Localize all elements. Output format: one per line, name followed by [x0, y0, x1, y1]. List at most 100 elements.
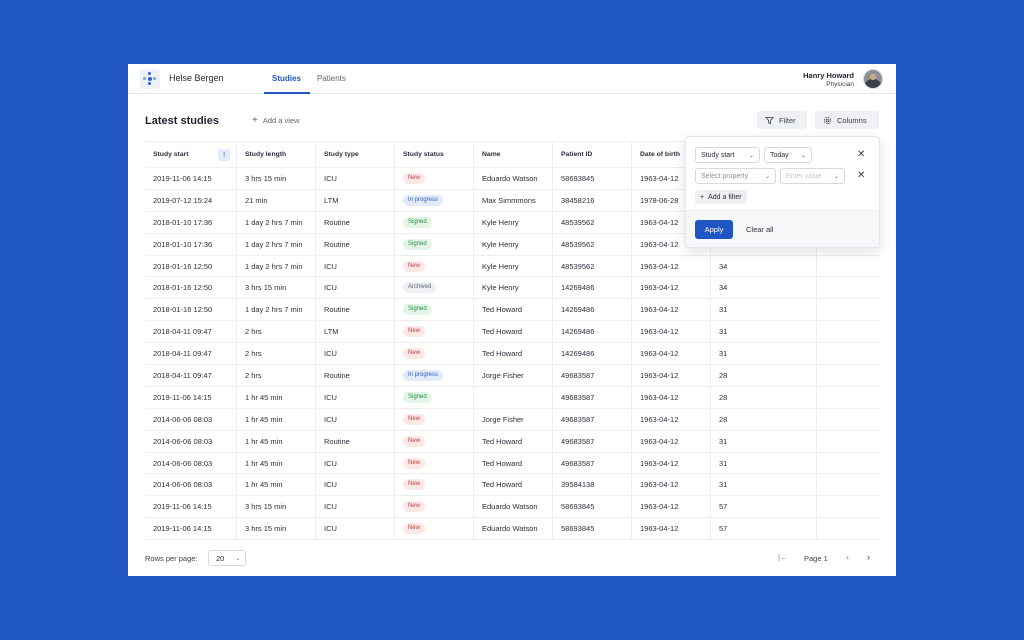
status-badge: Archived: [403, 282, 437, 294]
remove-filter-icon-2[interactable]: ✕: [857, 170, 866, 181]
add-view-button[interactable]: + Add a view: [252, 115, 300, 125]
columns-button[interactable]: Columns: [815, 111, 879, 129]
tab-studies[interactable]: Studies: [272, 74, 301, 83]
cell-patient-id: 14269486: [553, 321, 632, 343]
cell-col-8: 57: [711, 518, 817, 540]
cell-study-status: New: [395, 255, 474, 277]
columns-label: Columns: [837, 115, 867, 125]
table-row[interactable]: 2018-01-16 12:50 3 hrs 15 min ICU Archived K…: [145, 277, 880, 300]
sort-ascending-icon[interactable]: ↑: [218, 148, 230, 161]
column-header-patient-id[interactable]: Patient ID: [553, 142, 632, 167]
cell-study-status: Signed: [395, 386, 474, 408]
chevron-down-icon: ⌄: [748, 152, 754, 159]
cell-col-8: 34: [711, 255, 817, 277]
table-row[interactable]: 2019-11-06 14:15 3 hrs 15 min ICU New Eduard…: [145, 518, 880, 541]
table-row[interactable]: 2018-04-11 09:47 2 hrs Routine In progress J…: [145, 365, 880, 387]
cell-col-8: 31: [711, 343, 817, 365]
cell-study-start: 2018-01-16 12:50: [145, 277, 237, 299]
cell-name: Ted Howard: [474, 321, 553, 343]
column-header-study-type[interactable]: Study type: [316, 142, 395, 167]
cell-study-length: 1 hr 45 min: [237, 474, 316, 496]
filter-property-select[interactable]: Study start ⌄: [695, 147, 760, 163]
status-badge: New: [403, 326, 426, 338]
cell-col-9: [817, 321, 880, 342]
cell-study-length: 1 hr 45 min: [237, 430, 316, 452]
cell-study-length: 3 hrs 15 min: [237, 277, 316, 299]
cell-patient-id: 49683587: [553, 452, 632, 474]
cell-study-start: 2018-01-16 12:50: [145, 299, 237, 321]
cell-col-9: [817, 343, 880, 364]
cell-study-type: LTM: [316, 321, 395, 343]
remove-filter-icon[interactable]: ✕: [857, 149, 866, 160]
table-row[interactable]: 2014-06-06 08:03 1 hr 45 min ICU New Ted How…: [145, 474, 880, 497]
add-filter-button[interactable]: + Add a filter: [695, 190, 747, 204]
status-badge: Signed: [403, 216, 432, 228]
cell-study-start: 2014-06-06 08:03: [145, 408, 237, 430]
column-header-study-start[interactable]: Study start ↑: [145, 142, 237, 167]
first-page-icon[interactable]: |←: [778, 553, 789, 562]
table-row[interactable]: 2018-04-11 09:47 2 hrs ICU New Ted Howard 142…: [145, 343, 880, 366]
status-badge: New: [403, 172, 426, 184]
avatar[interactable]: [863, 69, 883, 89]
cell-study-length: 1 day 2 hrs 7 min: [237, 211, 316, 233]
filter-value-input[interactable]: Enter value ⌄: [780, 168, 845, 184]
cell-study-status: New: [395, 496, 474, 518]
previous-page-icon[interactable]: ‹: [846, 552, 849, 562]
cell-patient-id: 49683587: [553, 386, 632, 408]
cell-col-9: [817, 365, 880, 386]
filter-property-select-2[interactable]: Select property ⌄: [695, 168, 776, 184]
table-row[interactable]: 2019-07-12 15:24 21 min LTM In progress Max …: [145, 189, 880, 212]
cell-study-type: ICU: [316, 474, 395, 496]
user-name: Hanry Howard: [803, 71, 854, 80]
table-row[interactable]: 2014-06-06 08:03 1 hr 45 min ICU New Ted How…: [145, 452, 880, 475]
page-title: Latest studies: [145, 115, 219, 127]
cell-study-status: Signed: [395, 211, 474, 233]
filter-icon: [765, 116, 774, 124]
status-badge: In progress: [403, 194, 444, 206]
cell-name: Kyle Henry: [474, 255, 553, 277]
cell-name: [474, 386, 553, 408]
filter-value-select[interactable]: Today ⌄: [764, 147, 812, 163]
cell-name: Kyle Henry: [474, 277, 553, 299]
cell-date-of-birth: 1963-04-12: [632, 299, 711, 321]
add-view-label: Add a view: [262, 116, 300, 125]
table-row[interactable]: 2018-01-16 12:50 1 day 2 hrs 7 min ICU New K…: [145, 255, 880, 278]
cell-patient-id: 49683587: [553, 430, 632, 452]
cell-study-length: 1 day 2 hrs 7 min: [237, 233, 316, 255]
cell-patient-id: 58693845: [553, 518, 632, 540]
rows-per-page-select[interactable]: 20 ⌄: [208, 550, 246, 566]
apply-button[interactable]: Apply: [695, 220, 733, 239]
cell-name: Ted Howard: [474, 299, 553, 321]
cell-patient-id: 14269486: [553, 343, 632, 365]
gear-icon: [823, 116, 832, 124]
table-row[interactable]: 2014-06-06 08:03 1 hr 45 min ICU New Jorge F…: [145, 408, 880, 431]
table-row[interactable]: 2018-01-16 12:50 1 day 2 hrs 7 min Routine…: [145, 299, 880, 322]
cell-study-status: New: [395, 518, 474, 540]
column-header-study-status[interactable]: Study status: [395, 142, 474, 167]
table-row[interactable]: 2019-11-06 14:15 3 hrs 15 min ICU New Eduard…: [145, 496, 880, 519]
cell-col-8: 57: [711, 496, 817, 518]
clear-all-button[interactable]: Clear all: [746, 225, 774, 234]
page-indicator: Page 1: [804, 554, 828, 563]
cell-study-type: Routine: [316, 430, 395, 452]
cell-study-length: 2 hrs: [237, 365, 316, 386]
status-badge: New: [403, 413, 426, 425]
column-header-label: Study start: [153, 151, 189, 158]
column-header-name[interactable]: Name: [474, 142, 553, 167]
cell-study-type: Routine: [316, 233, 395, 255]
next-page-icon[interactable]: ›: [867, 552, 870, 562]
column-header-study-length[interactable]: Study length: [237, 142, 316, 167]
filter-button[interactable]: Filter: [757, 111, 807, 129]
table-row[interactable]: 2019-11-06 14:15 1 hr 45 min ICU Signed 4968…: [145, 386, 880, 409]
cell-date-of-birth: 1963-04-12: [632, 408, 711, 430]
table-row[interactable]: 2018-01-10 17:36 1 day 2 hrs 7 min Routine…: [145, 233, 880, 256]
cell-col-9: [817, 518, 880, 539]
table-row[interactable]: 2018-04-11 09:47 2 hrs LTM New Ted Howard 142…: [145, 321, 880, 344]
table-row[interactable]: 2014-06-06 08:03 1 hr 45 min Routine New Ted…: [145, 430, 880, 453]
cell-date-of-birth: 1963-04-12: [632, 430, 711, 452]
tab-patients[interactable]: Patients: [317, 74, 346, 83]
cell-study-status: New: [395, 474, 474, 496]
cell-col-9: [817, 387, 880, 408]
status-badge: Signed: [403, 238, 432, 250]
cell-study-start: 2014-06-06 08:03: [145, 430, 237, 452]
